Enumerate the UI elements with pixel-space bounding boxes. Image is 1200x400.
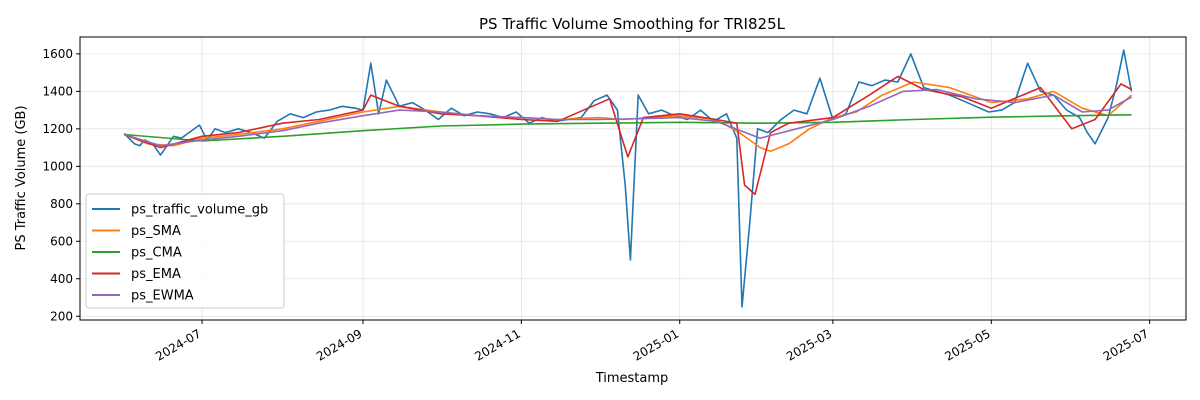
legend-box (85, 193, 285, 309)
x-tick-label: 2024-11 (472, 326, 522, 363)
chart-title: PS Traffic Volume Smoothing for TRI825L (479, 15, 786, 33)
legend-label: ps_CMA (131, 246, 182, 261)
y-axis-ticks: 200 400 600 800 1000 1200 1400 1600 (42, 47, 80, 323)
series-line-ps_EWMA (123, 88, 1132, 147)
x-tick-label: 2024-09 (314, 326, 364, 363)
legend-label: ps_SMA (131, 224, 181, 239)
x-tick-label: 2025-07 (1101, 326, 1151, 363)
legend: ps_traffic_volume_gb ps_SMA ps_CMA ps_EMAps… (85, 193, 285, 309)
series-line-ps_SMA (123, 81, 1133, 153)
series-line-ps_EMA (123, 75, 1132, 196)
y-tick-label: 400 (50, 272, 73, 286)
y-axis-title: PS Traffic Volume (GB) (14, 105, 29, 250)
y-tick-label: 600 (50, 234, 73, 248)
legend-label: ps_EWMA (131, 289, 194, 304)
plot-area-frame (79, 36, 1187, 321)
y-tick-label: 800 (50, 197, 73, 211)
x-tick-label: 2025-05 (942, 326, 992, 363)
x-axis-title: Timestamp (595, 371, 669, 386)
y-tick-label: 1400 (42, 84, 73, 98)
legend-label: ps_EMA (131, 267, 181, 282)
y-tick-label: 1600 (42, 47, 73, 61)
series-line-ps_CMA (124, 114, 1132, 142)
x-axis-ticks: 2024-07 2024-09 2024-11 2025-01 2025-03 2025-… (153, 320, 1151, 364)
x-tick-label: 2025-01 (631, 326, 681, 363)
legend-label: ps_traffic_volume_gb (131, 203, 268, 218)
series-lines (123, 49, 1133, 308)
x-tick-label: 2024-07 (153, 326, 203, 363)
y-tick-label: 1000 (42, 159, 73, 173)
y-tick-label: 200 (50, 309, 73, 323)
y-tick-label: 1200 (42, 122, 73, 136)
x-tick-label: 2025-03 (784, 326, 834, 363)
